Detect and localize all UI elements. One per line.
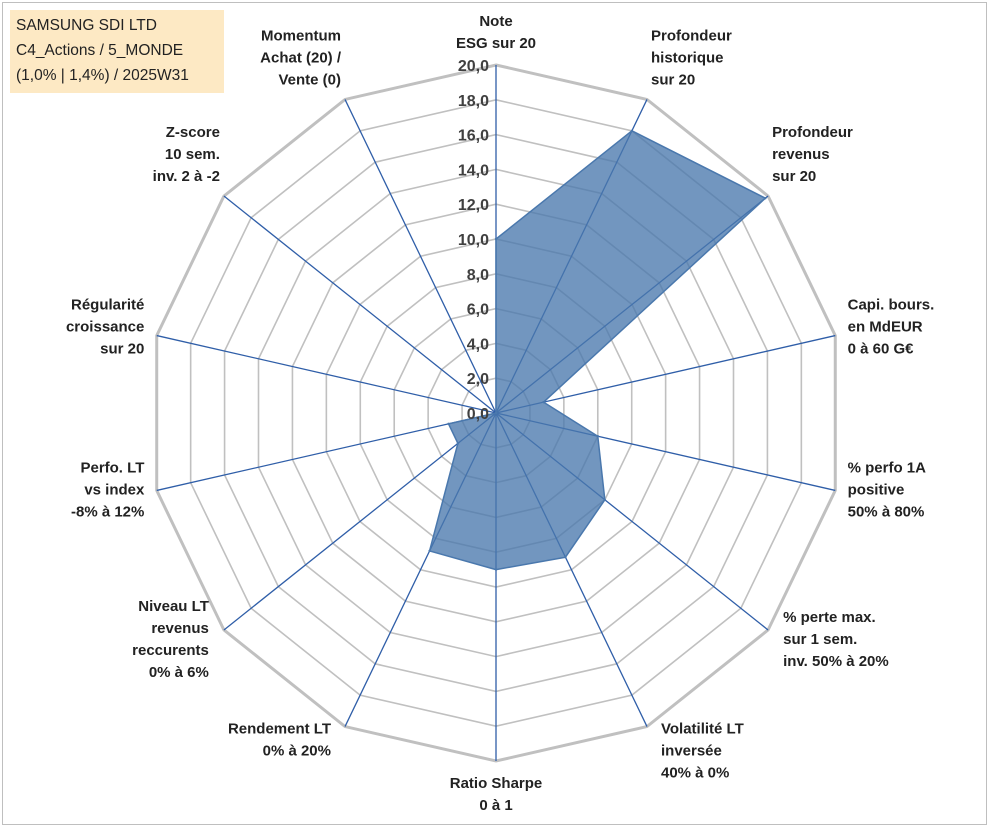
- axis-label: 50% à 80%: [848, 503, 925, 520]
- axis-label: % perte max.: [783, 609, 876, 626]
- axis-label: 40% à 0%: [661, 765, 729, 782]
- category-line: C4_Actions / 5_MONDE: [16, 42, 184, 59]
- axis-label: vs index: [84, 481, 145, 498]
- axis-label: positive: [848, 481, 905, 498]
- axis-label: Profondeur: [651, 27, 732, 44]
- axis-label: inversée: [661, 743, 722, 760]
- series-point: [494, 568, 498, 571]
- stats-line: (1,0% | 1,4%) / 2025W31: [16, 67, 189, 84]
- axis-label: revenus: [772, 146, 830, 163]
- series-point: [494, 411, 498, 415]
- axis-label: % perfo 1A: [848, 459, 927, 476]
- series-layer: [428, 129, 767, 571]
- axis-label: 0 à 60 G€: [848, 341, 915, 358]
- series-point: [564, 556, 567, 559]
- info-box: SAMSUNG SDI LTD C4_Actions / 5_MONDE (1,…: [10, 10, 224, 93]
- series-point: [630, 129, 634, 133]
- series-point: [447, 422, 450, 426]
- axis-label: Note: [479, 13, 512, 30]
- tick-label: 4,0: [467, 336, 489, 353]
- axis-label: inv. 50% à 20%: [783, 653, 889, 670]
- series-point: [603, 498, 607, 501]
- axis-spoke: [223, 412, 497, 631]
- axis-spoke: [156, 412, 497, 492]
- axis-label: Vente (0): [278, 71, 341, 88]
- tick-label: 20,0: [458, 58, 489, 75]
- axis-label: historique: [651, 49, 724, 66]
- tick-label: 0,0: [467, 406, 489, 423]
- axis-label: revenus: [151, 620, 209, 637]
- axis-label: reccurents: [132, 642, 209, 659]
- axis-label: Capi. bours.: [848, 297, 935, 314]
- axis-spoke: [495, 334, 836, 414]
- axis-label: 0% à 6%: [149, 664, 209, 681]
- axis-label: 0% à 20%: [263, 743, 331, 760]
- axis-label: Niveau LT: [138, 598, 209, 615]
- axis-label: -8% à 12%: [71, 503, 144, 520]
- axis-label: Perfo. LT: [80, 459, 144, 476]
- tick-label: 12,0: [458, 197, 489, 214]
- axis-label: ESG sur 20: [456, 35, 536, 52]
- series-point: [596, 435, 599, 438]
- axis-spoke: [223, 195, 497, 414]
- axis-label: sur 20: [772, 168, 816, 185]
- axis-label: Z-score: [166, 124, 220, 141]
- axis-label: sur 20: [651, 71, 695, 88]
- tick-label: 2,0: [467, 371, 489, 388]
- axis-spoke: [344, 99, 497, 414]
- axis-label: 10 sem.: [165, 146, 220, 163]
- axis-spoke: [156, 334, 497, 414]
- axis-label: Achat (20) /: [260, 49, 342, 66]
- tick-label: 8,0: [467, 267, 489, 284]
- label-layer: Note ESG sur 20 Profondeur historique sur 20…: [66, 13, 934, 814]
- axis-label: en MdEUR: [848, 319, 923, 336]
- series-point: [428, 549, 431, 553]
- series-point: [494, 237, 498, 241]
- tick-label: 6,0: [467, 302, 489, 319]
- tick-label: 18,0: [458, 93, 489, 110]
- tick-label: 16,0: [458, 128, 489, 145]
- series-point: [542, 400, 545, 404]
- axis-label: sur 20: [100, 341, 144, 358]
- axis-label: Rendement LT: [228, 721, 331, 738]
- axis-label: Régularité: [71, 297, 144, 314]
- axis-label: 0 à 1: [479, 797, 512, 814]
- series-point: [456, 442, 460, 445]
- axis-label: sur 1 sem.: [783, 631, 857, 648]
- axis-label: croissance: [66, 319, 144, 336]
- axis-label: Momentum: [261, 27, 341, 44]
- tick-label: 14,0: [458, 162, 489, 179]
- axis-label: Ratio Sharpe: [450, 775, 543, 792]
- series-point: [764, 196, 767, 200]
- axis-label: Volatilité LT: [661, 721, 744, 738]
- axis-label: inv. 2 à -2: [153, 168, 220, 185]
- axis-label: Profondeur: [772, 124, 853, 141]
- company-name: SAMSUNG SDI LTD: [16, 17, 157, 34]
- tick-layer: 0,0 2,0 4,0 6,0 8,0 10,0 12,0 14,0 16,0 18,0 20,0: [458, 58, 489, 423]
- tick-label: 10,0: [458, 232, 489, 249]
